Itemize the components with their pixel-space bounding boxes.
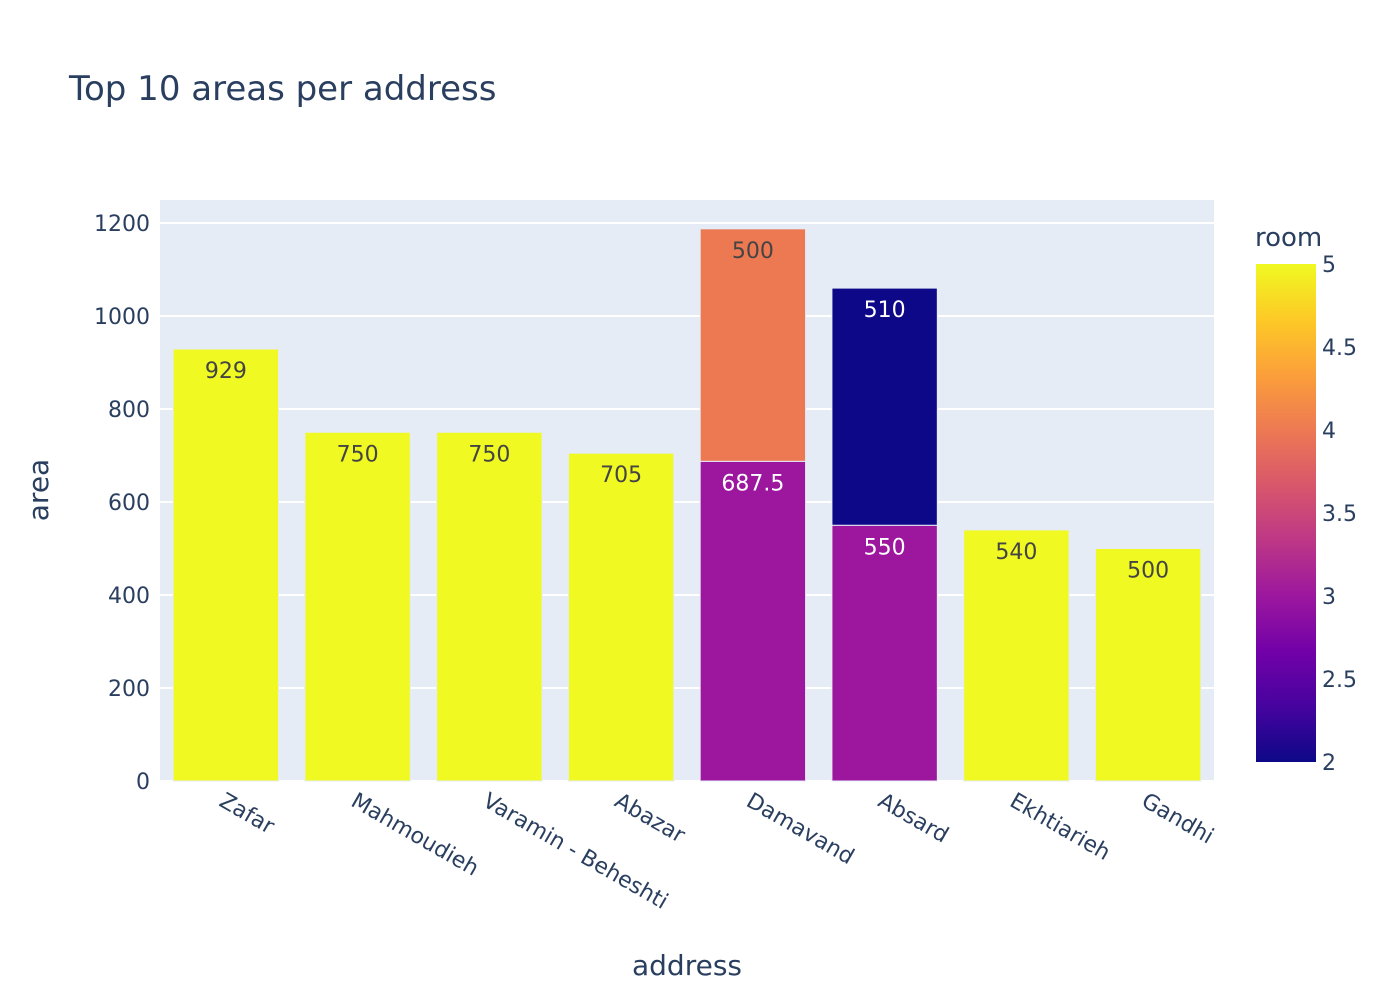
bar-value-label: 500 — [1127, 559, 1169, 584]
x-tick-label: Gandhi — [1137, 789, 1217, 850]
bar-value-label: 510 — [864, 298, 906, 323]
bar-labels: 929 750 750 705 687.5 500 550 510 540 500 — [205, 239, 1169, 584]
x-tick-label: Damavand — [742, 789, 858, 871]
bar-value-label: 705 — [600, 463, 642, 488]
x-tick-label: Ekhtiarieh — [1005, 789, 1114, 866]
colorbar-tick-label: 4.5 — [1322, 336, 1357, 361]
bar-segment[interactable] — [963, 529, 1070, 782]
bar-value-label: 750 — [337, 442, 379, 467]
x-tick-label: Abazar — [610, 789, 690, 849]
bar-segment[interactable] — [567, 452, 675, 782]
y-tick-label: 600 — [108, 491, 150, 516]
colorbar-tick-label: 2 — [1322, 751, 1336, 776]
colorbar-tick-label: 3.5 — [1322, 502, 1357, 527]
bars — [172, 228, 1202, 782]
colorbar-tick-label: 3 — [1322, 585, 1336, 610]
x-tick-label: Absard — [874, 789, 953, 849]
bar-segment[interactable] — [1094, 548, 1202, 782]
bar-segment[interactable] — [699, 228, 807, 462]
y-tick-label: 0 — [136, 770, 150, 795]
bar-segment[interactable] — [831, 287, 938, 526]
x-tick-label: Mahmoudieh — [347, 789, 483, 882]
bar-segment[interactable] — [831, 524, 938, 782]
colorbar-tick-labels: 2 2.5 3 3.5 4 4.5 5 — [1322, 253, 1357, 776]
bar-value-label: 687.5 — [721, 471, 784, 496]
colorbar-tick-label: 4 — [1322, 419, 1336, 444]
bar-value-label: 500 — [732, 239, 774, 264]
chart-title: Top 10 areas per address — [68, 69, 496, 109]
colorbar-title: room — [1255, 223, 1322, 253]
y-tick-label: 800 — [108, 398, 150, 423]
bar-segment[interactable] — [436, 431, 543, 782]
bar-value-label: 929 — [205, 359, 247, 384]
y-tick-labels: 0 200 400 600 800 1000 1200 — [94, 212, 150, 795]
y-axis-title: area — [22, 459, 55, 521]
x-tick-label: Zafar — [215, 789, 279, 841]
bar-segment[interactable] — [304, 431, 411, 782]
y-tick-label: 1200 — [94, 212, 150, 237]
bar-segment[interactable] — [699, 460, 807, 782]
y-tick-label: 200 — [108, 677, 150, 702]
y-tick-label: 1000 — [94, 305, 150, 330]
colorbar — [1256, 264, 1316, 762]
bar-value-label: 550 — [864, 535, 906, 560]
y-tick-label: 400 — [108, 584, 150, 609]
colorbar-tick-label: 5 — [1322, 253, 1336, 278]
bar-value-label: 540 — [995, 540, 1037, 565]
x-axis-title: address — [632, 949, 742, 982]
bar-value-label: 750 — [468, 442, 510, 467]
colorbar-tick-label: 2.5 — [1322, 668, 1357, 693]
bar-segment[interactable] — [172, 348, 280, 782]
